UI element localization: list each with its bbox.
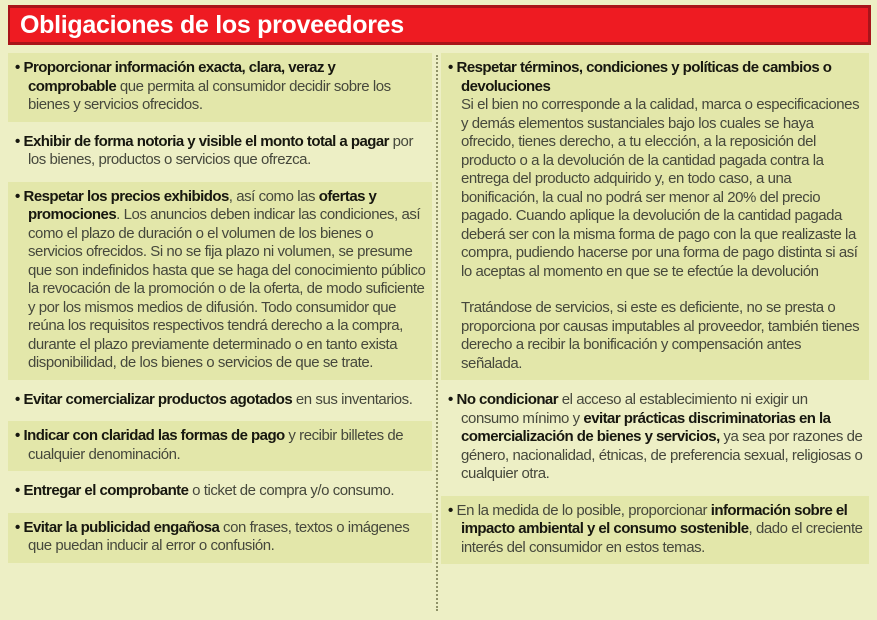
- emphasis-text: Evitar comercializar productos agotados: [23, 390, 293, 408]
- item-lead-paragraph: • Evitar comercializar productos agotado…: [15, 391, 426, 410]
- list-item: • Respetar los precios exhibidos, así co…: [8, 181, 432, 380]
- body-text: el acceso al establecimiento ni exigir u…: [461, 391, 808, 427]
- left-column: • Proporcionar información exacta, clara…: [8, 53, 432, 563]
- content: • Proporcionar información exacta, clara…: [8, 53, 869, 613]
- list-item: • Exhibir de forma notoria y visible el …: [8, 127, 432, 177]
- emphasis-text: ofertas y promociones: [28, 187, 377, 224]
- body-text: Tratándose de servicios, si este es defi…: [461, 299, 860, 372]
- body-text: que permita al consumidor decidir sobre …: [28, 77, 391, 114]
- emphasis-text: Exhibir de forma notoria y visible el mo…: [23, 132, 390, 150]
- emphasis-text: No condicionar: [456, 391, 559, 408]
- body-text: . Los anuncios deben indicar las condici…: [28, 206, 426, 371]
- bullet-icon: •: [15, 59, 24, 76]
- body-text: con frases, textos o imágenes que puedan…: [28, 518, 410, 555]
- item-paragraph: Tratándose de servicios, si este es defi…: [448, 299, 863, 373]
- body-text: o ticket de compra y/o consumo.: [188, 482, 395, 499]
- item-lead-paragraph: • Proporcionar información exacta, clara…: [15, 59, 426, 115]
- list-item: • Proporcionar información exacta, clara…: [8, 53, 432, 122]
- body-text: , así como las: [228, 187, 319, 205]
- list-item: • Evitar comercializar productos agotado…: [8, 385, 432, 417]
- emphasis-text: Proporcionar información exacta, clara, …: [23, 59, 336, 95]
- body-text: en sus inventarios.: [292, 390, 413, 408]
- right-column: • Respetar términos, condiciones y polít…: [441, 53, 869, 564]
- bullet-icon: •: [15, 390, 24, 408]
- list-item: • Respetar términos, condiciones y polít…: [441, 53, 869, 380]
- body-text: , dado el creciente interés del consumid…: [461, 520, 863, 556]
- emphasis-text: Indicar con claridad las formas de pago: [23, 427, 286, 444]
- emphasis-text: Evitar la publicidad engañosa: [23, 518, 220, 536]
- list-item: • Evitar la publicidad engañosa con fras…: [8, 512, 432, 563]
- page-title: Obligaciones de los proveedores: [20, 10, 404, 39]
- emphasis-text: Respetar los precios exhibidos: [23, 187, 230, 205]
- item-lead-paragraph: • No condicionar el acceso al establecim…: [448, 391, 863, 484]
- bullet-icon: •: [15, 482, 24, 499]
- emphasis-text: Respetar términos, condiciones y polític…: [456, 59, 832, 95]
- column-divider: [436, 55, 438, 611]
- item-lead-paragraph: • Entregar el comprobante o ticket de co…: [15, 482, 426, 501]
- list-item: • No condicionar el acceso al establecim…: [441, 385, 869, 491]
- emphasis-text: evitar prácticas discriminatorias en la …: [461, 409, 831, 446]
- item-lead-paragraph: • Indicar con claridad las formas de pag…: [15, 427, 426, 464]
- header-bar: Obligaciones de los proveedores: [8, 5, 871, 45]
- body-text: y recibir billetes de cualquier denomina…: [28, 427, 404, 463]
- bullet-icon: •: [15, 427, 24, 444]
- item-lead-paragraph: • Evitar la publicidad engañosa con fras…: [15, 519, 426, 556]
- list-item: • En la medida de lo posible, proporcion…: [441, 495, 869, 564]
- bullet-icon: •: [448, 59, 457, 76]
- list-item: • Entregar el comprobante o ticket de co…: [8, 476, 432, 508]
- item-lead-paragraph: • Exhibir de forma notoria y visible el …: [15, 133, 426, 170]
- list-item: • Indicar con claridad las formas de pag…: [8, 421, 432, 471]
- body-text: ya sea por razones de género, nacionalid…: [461, 428, 863, 482]
- item-lead-paragraph: • Respetar los precios exhibidos, así co…: [15, 188, 426, 373]
- body-text: Si el bien no corresponde a la calidad, …: [461, 96, 860, 280]
- item-lead-paragraph: • Respetar términos, condiciones y polít…: [448, 59, 863, 96]
- bullet-icon: •: [448, 501, 457, 519]
- body-text: por los bienes, productos o servicios qu…: [28, 132, 413, 169]
- emphasis-text: Entregar el comprobante: [23, 482, 189, 499]
- item-paragraph: Si el bien no corresponde a la calidad, …: [448, 96, 863, 281]
- body-text: En la medida de lo posible, proporcionar: [456, 501, 711, 519]
- bullet-icon: •: [448, 391, 457, 408]
- item-lead-paragraph: • En la medida de lo posible, proporcion…: [448, 502, 863, 558]
- emphasis-text: información sobre el impacto ambiental y…: [461, 501, 848, 538]
- bullet-icon: •: [15, 187, 24, 205]
- bullet-icon: •: [15, 132, 24, 150]
- bullet-icon: •: [15, 518, 24, 536]
